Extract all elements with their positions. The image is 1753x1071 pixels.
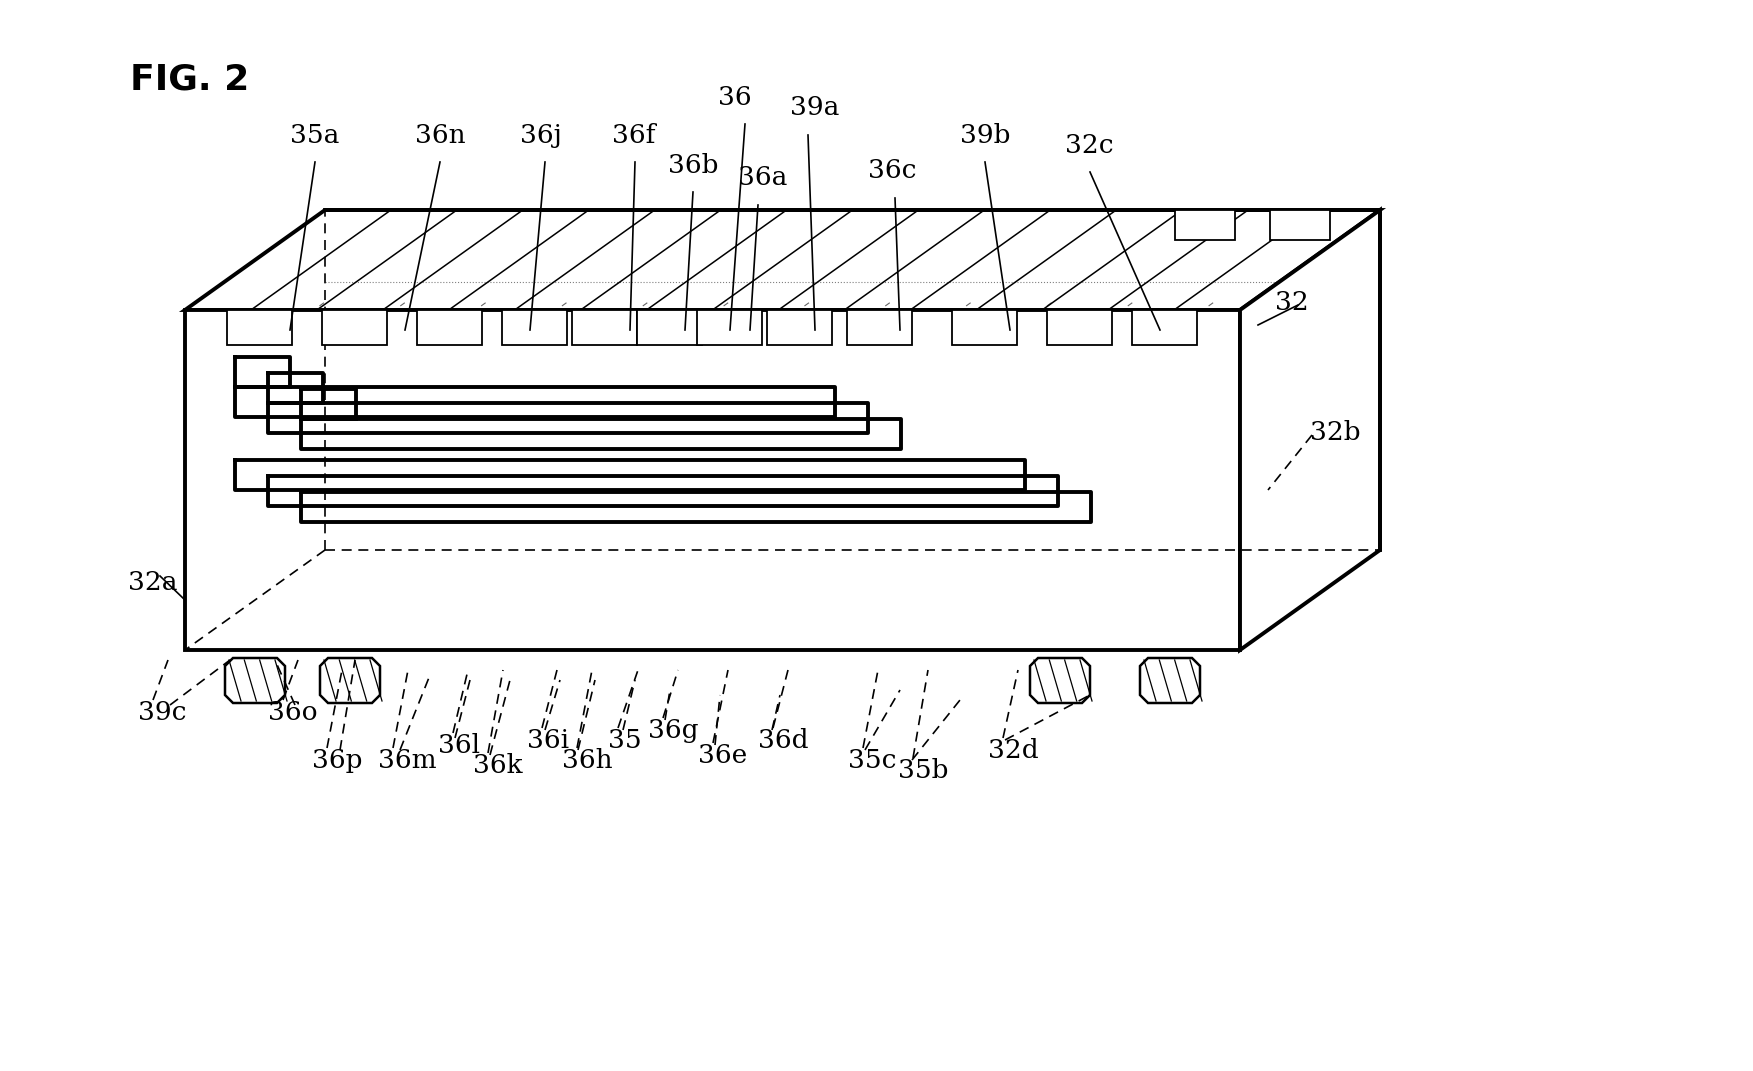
Polygon shape: [573, 310, 638, 345]
Text: 36m: 36m: [379, 748, 436, 773]
Text: 35: 35: [608, 728, 642, 753]
Text: 36b: 36b: [668, 153, 719, 178]
Text: 36j: 36j: [521, 123, 563, 148]
Text: 35c: 35c: [848, 748, 896, 773]
Polygon shape: [228, 310, 293, 345]
Polygon shape: [847, 310, 913, 345]
Text: 36o: 36o: [268, 700, 317, 725]
Polygon shape: [952, 310, 1017, 345]
Text: 36k: 36k: [473, 753, 522, 778]
Polygon shape: [1048, 310, 1113, 345]
Text: 36p: 36p: [312, 748, 363, 773]
Text: 36g: 36g: [649, 718, 699, 743]
Polygon shape: [224, 658, 286, 703]
Text: 32d: 32d: [989, 738, 1038, 763]
Text: 36h: 36h: [563, 748, 612, 773]
Polygon shape: [417, 310, 482, 345]
Text: 36a: 36a: [738, 165, 787, 190]
Polygon shape: [321, 658, 380, 703]
Polygon shape: [1132, 310, 1197, 345]
Polygon shape: [1269, 210, 1331, 240]
Text: 35a: 35a: [289, 123, 340, 148]
Polygon shape: [1031, 658, 1090, 703]
Text: 36d: 36d: [757, 728, 808, 753]
Polygon shape: [638, 310, 703, 345]
Text: 32a: 32a: [128, 570, 177, 595]
Text: 32b: 32b: [1309, 420, 1360, 444]
Text: FIG. 2: FIG. 2: [130, 62, 249, 96]
Text: 36c: 36c: [868, 159, 917, 183]
Text: 36l: 36l: [438, 733, 480, 758]
Polygon shape: [1139, 658, 1201, 703]
Polygon shape: [503, 310, 568, 345]
Text: 36f: 36f: [612, 123, 656, 148]
Text: 39a: 39a: [791, 95, 840, 120]
Polygon shape: [1239, 210, 1380, 650]
Polygon shape: [186, 210, 1380, 310]
Text: 36e: 36e: [698, 743, 747, 768]
Text: 39c: 39c: [138, 700, 186, 725]
Polygon shape: [768, 310, 833, 345]
Polygon shape: [186, 310, 1239, 650]
Text: 39b: 39b: [961, 123, 1010, 148]
Text: 35b: 35b: [898, 758, 948, 783]
Text: 36: 36: [719, 85, 752, 110]
Text: 36i: 36i: [528, 728, 570, 753]
Text: 36n: 36n: [415, 123, 466, 148]
Polygon shape: [323, 310, 387, 345]
Polygon shape: [1175, 210, 1236, 240]
Text: 32c: 32c: [1066, 133, 1113, 159]
Polygon shape: [698, 310, 763, 345]
Text: 32: 32: [1274, 290, 1309, 315]
